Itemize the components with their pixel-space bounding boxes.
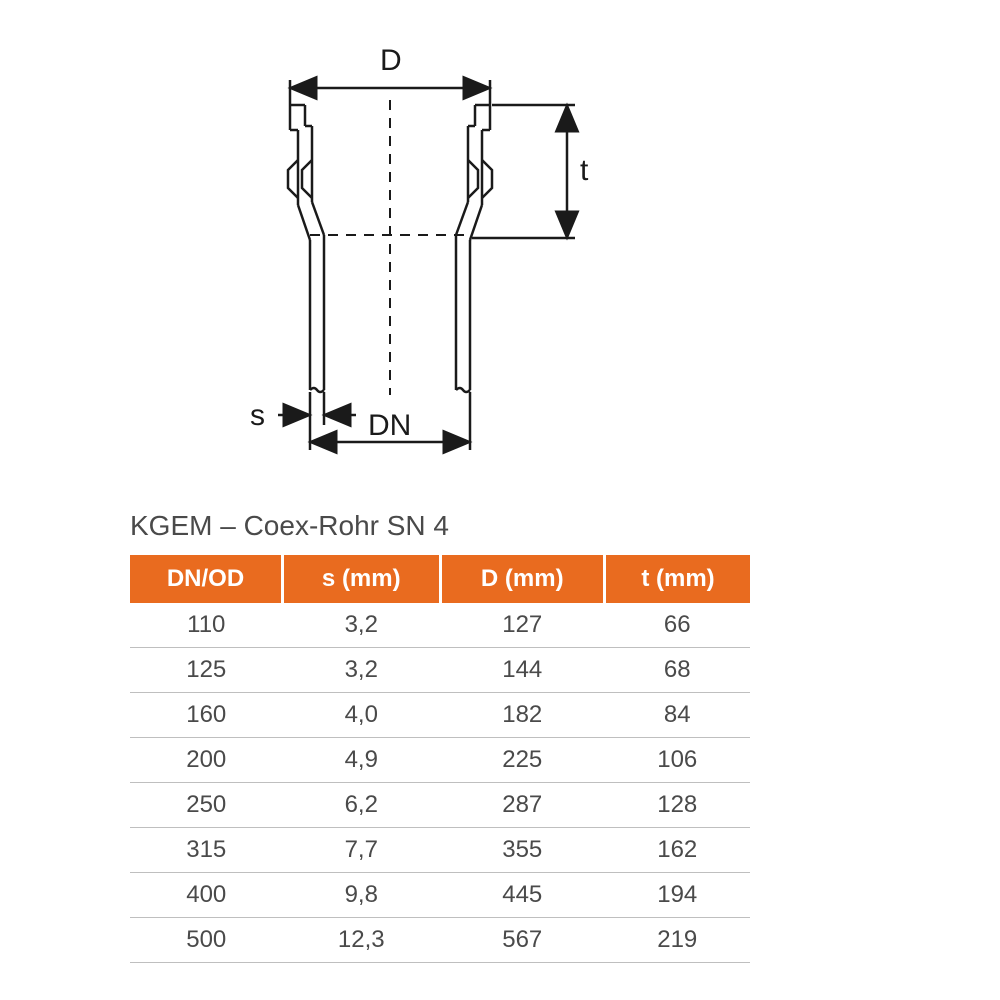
table-row: 3157,7355162 [130,828,750,873]
table-title: KGEM – Coex-Rohr SN 4 [130,510,449,542]
col-header: DN/OD [130,555,283,603]
table-row: 50012,3567219 [130,918,750,963]
col-header: t (mm) [605,555,750,603]
dim-label-s: s [250,399,265,432]
table-row: 1604,018284 [130,693,750,738]
table-row: 4009,8445194 [130,873,750,918]
spec-table: DN/ODs (mm)D (mm)t (mm) 1103,2127661253,… [130,555,750,963]
col-header: D (mm) [440,555,605,603]
table-row: 2506,2287128 [130,783,750,828]
dim-label-D: D [380,44,402,77]
col-header: s (mm) [283,555,441,603]
table-row: 2004,9225106 [130,738,750,783]
dim-label-DN: DN [368,409,411,442]
table-row: 1253,214468 [130,648,750,693]
dim-label-t: t [580,154,589,187]
table-row: 1103,212766 [130,603,750,648]
pipe-diagram: D [180,30,680,460]
